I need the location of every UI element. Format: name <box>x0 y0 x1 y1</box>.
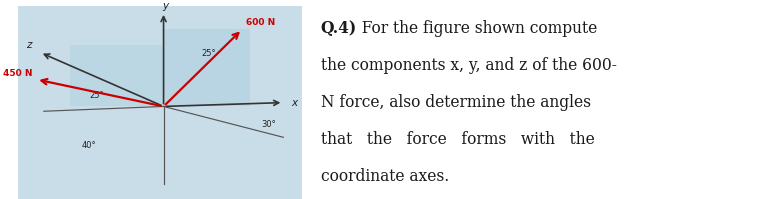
Text: that   the   force   forms   with   the: that the force forms with the <box>321 131 594 148</box>
Text: 25°: 25° <box>89 91 103 100</box>
Polygon shape <box>70 45 164 106</box>
Text: 40°: 40° <box>81 141 96 150</box>
Text: x: x <box>291 98 297 108</box>
Bar <box>18 6 302 199</box>
Text: coordinate axes.: coordinate axes. <box>321 168 449 185</box>
Text: 30°: 30° <box>261 120 276 129</box>
Text: y: y <box>162 1 168 11</box>
Text: 600 N: 600 N <box>246 18 275 27</box>
Text: 450 N: 450 N <box>3 68 33 78</box>
Text: z: z <box>26 40 31 50</box>
Text: N force, also determine the angles: N force, also determine the angles <box>321 94 591 111</box>
Text: 25°: 25° <box>201 49 216 58</box>
Text: For the figure shown compute: For the figure shown compute <box>352 20 597 37</box>
Polygon shape <box>164 29 250 106</box>
Text: Q.4): Q.4) <box>321 20 357 37</box>
Text: the components x, y, and z of the 600-: the components x, y, and z of the 600- <box>321 57 617 74</box>
